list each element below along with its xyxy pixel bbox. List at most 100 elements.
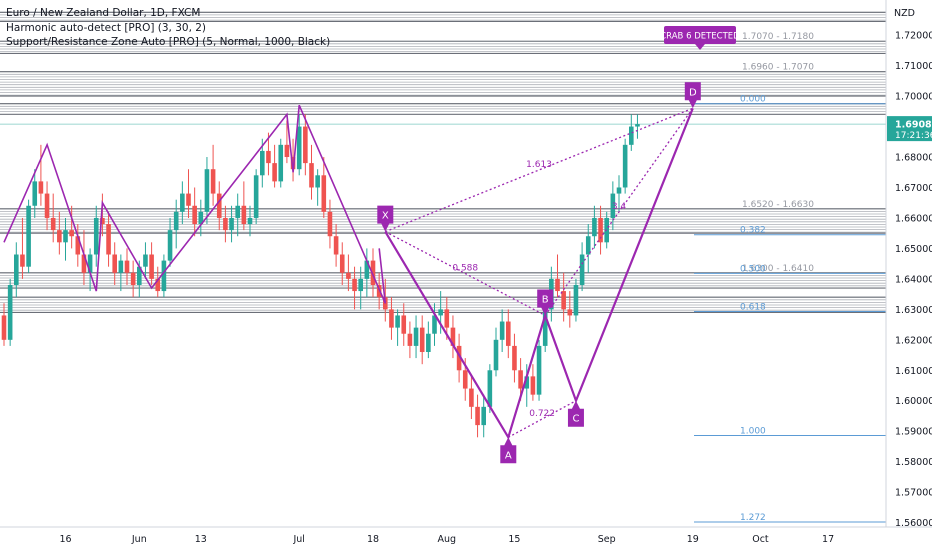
candle <box>130 260 136 298</box>
candle-body <box>487 370 493 407</box>
legend-sr-zone-indicator[interactable]: Support/Resistance Zone Auto [PRO] (5, N… <box>6 36 331 48</box>
candle-body <box>50 217 56 231</box>
candle-body <box>573 284 579 316</box>
candle-body <box>204 169 210 212</box>
candle <box>561 272 566 322</box>
candle <box>592 205 597 249</box>
pattern-ratio-label: 1.613 <box>526 160 552 170</box>
candle-body <box>438 309 443 316</box>
candle <box>432 303 437 346</box>
candle <box>389 297 394 340</box>
candle-body <box>585 236 591 255</box>
candle <box>622 138 628 194</box>
candle <box>469 376 474 420</box>
candle <box>370 248 376 298</box>
pattern-point-marker <box>377 205 394 232</box>
candle-body <box>413 327 419 346</box>
time-tick-label: 17 <box>822 534 834 545</box>
candle <box>180 181 185 225</box>
candle-body <box>629 126 634 145</box>
candle <box>32 169 38 218</box>
candle-body <box>223 217 228 231</box>
candle <box>81 230 87 285</box>
candle-body <box>32 181 38 206</box>
candle-body <box>7 284 13 340</box>
candle <box>419 315 425 365</box>
candle <box>93 205 99 267</box>
candle <box>352 266 357 310</box>
candle-body <box>87 254 93 273</box>
pattern-point-label: D <box>689 87 697 98</box>
candle-body <box>432 315 437 334</box>
candle <box>38 144 44 206</box>
candle <box>567 291 573 328</box>
candle <box>506 309 511 359</box>
legend-harmonic-indicator[interactable]: Harmonic auto-detect [PRO] (3, 30, 2) <box>6 21 207 34</box>
candle <box>296 114 302 176</box>
candle <box>339 242 345 285</box>
time-tick-label: Sep <box>598 534 616 545</box>
candle-body <box>241 205 247 225</box>
candle <box>161 254 167 298</box>
candle <box>327 199 333 249</box>
candle <box>456 333 462 383</box>
price-tick-label: 1.63000 <box>895 305 932 316</box>
candle <box>247 205 253 237</box>
harmonic-pattern: 0.588 0.722 1.613 3.4 X A B C D CRAB 6 DETECTED <box>377 26 740 464</box>
candle <box>198 199 204 237</box>
last-price-tag-bg <box>887 116 932 142</box>
candle <box>155 266 161 298</box>
fib-levels: 0.000 0.382 0.500 0.618 1.000 1.272 <box>694 95 886 523</box>
time-tick-label: Jul <box>292 534 304 545</box>
candle-body <box>518 370 523 389</box>
candle-body <box>610 193 616 218</box>
candle-body <box>149 254 154 279</box>
candle <box>303 114 308 176</box>
candle-body <box>469 388 474 407</box>
candle-body <box>370 260 376 285</box>
candle <box>555 254 560 298</box>
candle-body <box>616 187 622 194</box>
price-tick-label: 1.72000 <box>895 31 932 42</box>
candle <box>573 278 579 322</box>
candle <box>512 333 517 383</box>
candle-body <box>567 309 573 316</box>
candle-body <box>499 321 505 340</box>
candle-body <box>339 254 345 273</box>
price-tick-label: 1.71000 <box>895 61 932 72</box>
pattern-ratio-label: 0.722 <box>529 409 555 419</box>
price-tick-label: 1.62000 <box>895 335 932 346</box>
candle-body <box>358 278 363 292</box>
candle-body <box>524 376 530 389</box>
candle <box>223 205 228 243</box>
candle <box>20 217 25 279</box>
legend-symbol[interactable]: Euro / New Zealand Dollar, 1D, FXCM <box>6 7 201 19</box>
pattern-ratio-line <box>544 107 694 316</box>
pattern-point-marker <box>567 400 584 427</box>
candle-body <box>407 333 413 346</box>
candle <box>26 199 31 273</box>
candle-body <box>401 315 407 334</box>
candle-body <box>315 175 320 188</box>
candle <box>87 248 93 292</box>
candle <box>50 193 56 243</box>
price-tick-label: 1.65000 <box>895 244 932 255</box>
candle <box>364 248 370 298</box>
price-axis: NZD1.720001.710001.700001.690001.680001.… <box>885 0 932 550</box>
candle <box>321 157 327 218</box>
time-tick-label: 19 <box>687 534 699 545</box>
candle <box>629 114 634 151</box>
candle <box>173 199 179 249</box>
candle <box>635 114 640 139</box>
candle <box>290 138 296 182</box>
candle-body <box>284 144 290 158</box>
price-tick-label: 1.56000 <box>895 518 932 529</box>
price-tick-label: 1.64000 <box>895 274 932 285</box>
pattern-point-label: B <box>542 294 549 305</box>
sr-zone-label: 1.7070 - 1.7180 <box>742 32 814 42</box>
pattern-point-marker <box>684 82 701 109</box>
price-tick-label: 1.68000 <box>895 153 932 164</box>
candle <box>481 394 486 438</box>
